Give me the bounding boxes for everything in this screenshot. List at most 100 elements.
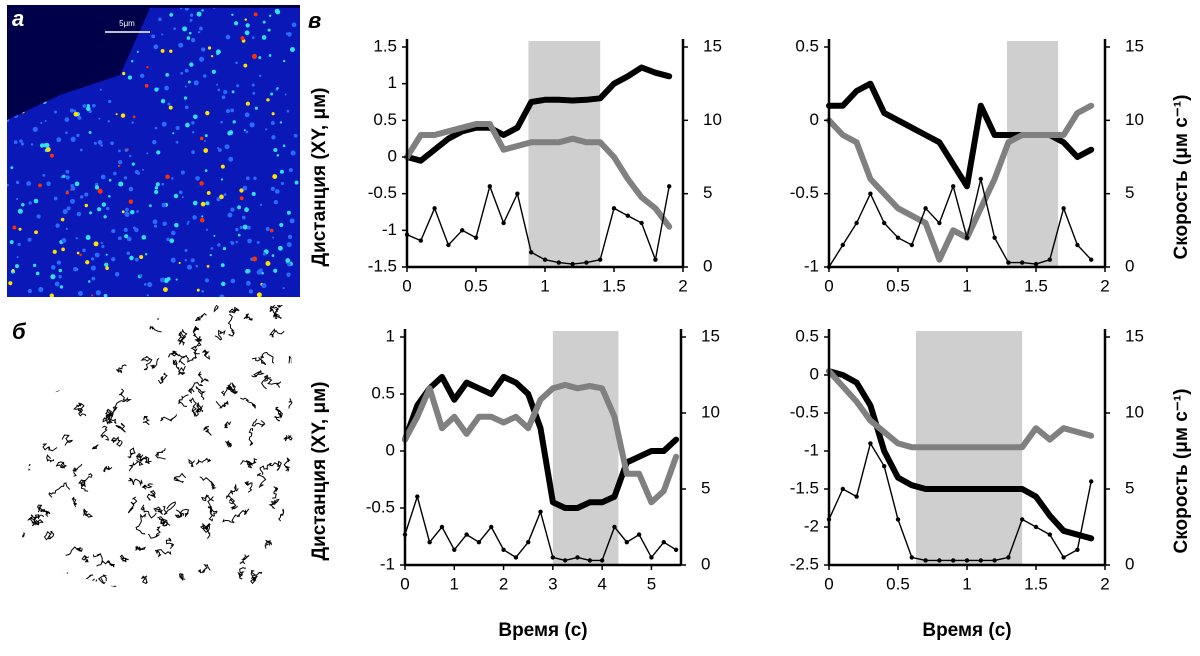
spot xyxy=(200,201,206,207)
spot xyxy=(108,194,111,198)
spot xyxy=(228,156,234,162)
spot xyxy=(170,257,176,263)
spot xyxy=(242,185,248,191)
y2-tick-label: 10 xyxy=(703,110,722,129)
speed-point xyxy=(1061,206,1066,211)
spot xyxy=(203,74,207,78)
trajectory xyxy=(177,353,187,366)
spot xyxy=(182,26,188,32)
trajectory xyxy=(267,377,282,388)
speed-point xyxy=(840,242,845,248)
spot xyxy=(129,255,134,261)
spot xyxy=(153,224,158,228)
spot xyxy=(96,207,102,212)
trajectory xyxy=(226,384,238,394)
y-tick-label: 0.5 xyxy=(371,383,395,402)
spot xyxy=(184,259,187,262)
spot xyxy=(294,180,299,185)
spot xyxy=(74,181,80,187)
spot xyxy=(114,272,120,277)
trajectory xyxy=(153,506,164,515)
spot xyxy=(42,173,46,177)
trajectory xyxy=(135,545,146,552)
spot xyxy=(270,92,274,96)
speed-point xyxy=(909,555,914,560)
distance-line xyxy=(404,64,673,164)
speed-point xyxy=(978,558,983,563)
trajectory xyxy=(248,427,254,446)
spot xyxy=(108,178,112,182)
spot xyxy=(223,90,228,95)
speed-point xyxy=(992,235,997,240)
trajectory xyxy=(83,508,94,518)
trajectory xyxy=(140,575,148,584)
speed-point xyxy=(895,235,901,240)
speed-point xyxy=(1047,532,1053,537)
trajectory xyxy=(80,481,89,492)
spot xyxy=(269,228,274,233)
spot xyxy=(53,196,58,201)
spot xyxy=(161,202,167,208)
spot xyxy=(175,140,179,144)
spot xyxy=(187,220,190,223)
spot xyxy=(261,282,267,289)
spot xyxy=(169,12,174,17)
trajectory xyxy=(189,397,197,417)
spot xyxy=(107,120,110,123)
y-tick-label: 0 xyxy=(388,146,397,165)
spot xyxy=(245,130,249,134)
spot xyxy=(189,62,194,67)
spot xyxy=(237,233,241,237)
spot xyxy=(225,34,231,40)
y2-tick-label: 15 xyxy=(703,36,722,55)
spot xyxy=(91,276,96,281)
spot xyxy=(141,235,147,240)
trajectory xyxy=(288,397,295,409)
speed-point xyxy=(909,242,914,248)
spot xyxy=(265,128,268,131)
trajectory xyxy=(168,350,179,358)
spot xyxy=(184,8,189,11)
y-tick-label: -1 xyxy=(804,256,819,275)
spot xyxy=(187,264,193,270)
spot xyxy=(163,277,169,284)
spot xyxy=(268,54,272,57)
spot xyxy=(167,102,171,106)
y-tick-label: -1.5 xyxy=(790,478,819,497)
spot xyxy=(286,210,291,215)
spot xyxy=(222,247,227,251)
speed-point xyxy=(649,555,654,560)
spot xyxy=(287,234,293,239)
spot xyxy=(161,33,164,36)
spot xyxy=(100,144,104,147)
spot xyxy=(146,152,149,155)
spot xyxy=(46,181,51,187)
trajectory xyxy=(27,515,39,527)
spot xyxy=(139,274,143,278)
spot xyxy=(274,189,280,194)
spot xyxy=(70,136,76,142)
speed-point xyxy=(923,206,928,211)
spot xyxy=(143,282,147,286)
spot xyxy=(266,98,270,102)
spot xyxy=(73,111,79,117)
x-tick-label: 1 xyxy=(962,276,971,295)
spot xyxy=(218,148,222,152)
spot xyxy=(136,50,139,53)
speed-point xyxy=(1047,257,1053,262)
speed-point xyxy=(667,184,672,189)
panel-label: а xyxy=(12,6,24,31)
spot xyxy=(244,18,247,21)
spot xyxy=(191,121,195,125)
speed-point xyxy=(427,540,432,545)
highlight-band xyxy=(528,41,601,267)
y-axis-label: Дистанция (XY, μм) xyxy=(309,88,330,267)
trajectory xyxy=(115,422,126,433)
spot xyxy=(128,199,134,204)
x-tick-label: 1.5 xyxy=(1024,574,1048,593)
spot xyxy=(21,202,25,207)
speed-point xyxy=(1089,479,1094,484)
trajectory xyxy=(105,408,114,418)
spot xyxy=(219,294,225,297)
y2-tick-label: 0 xyxy=(703,256,712,275)
